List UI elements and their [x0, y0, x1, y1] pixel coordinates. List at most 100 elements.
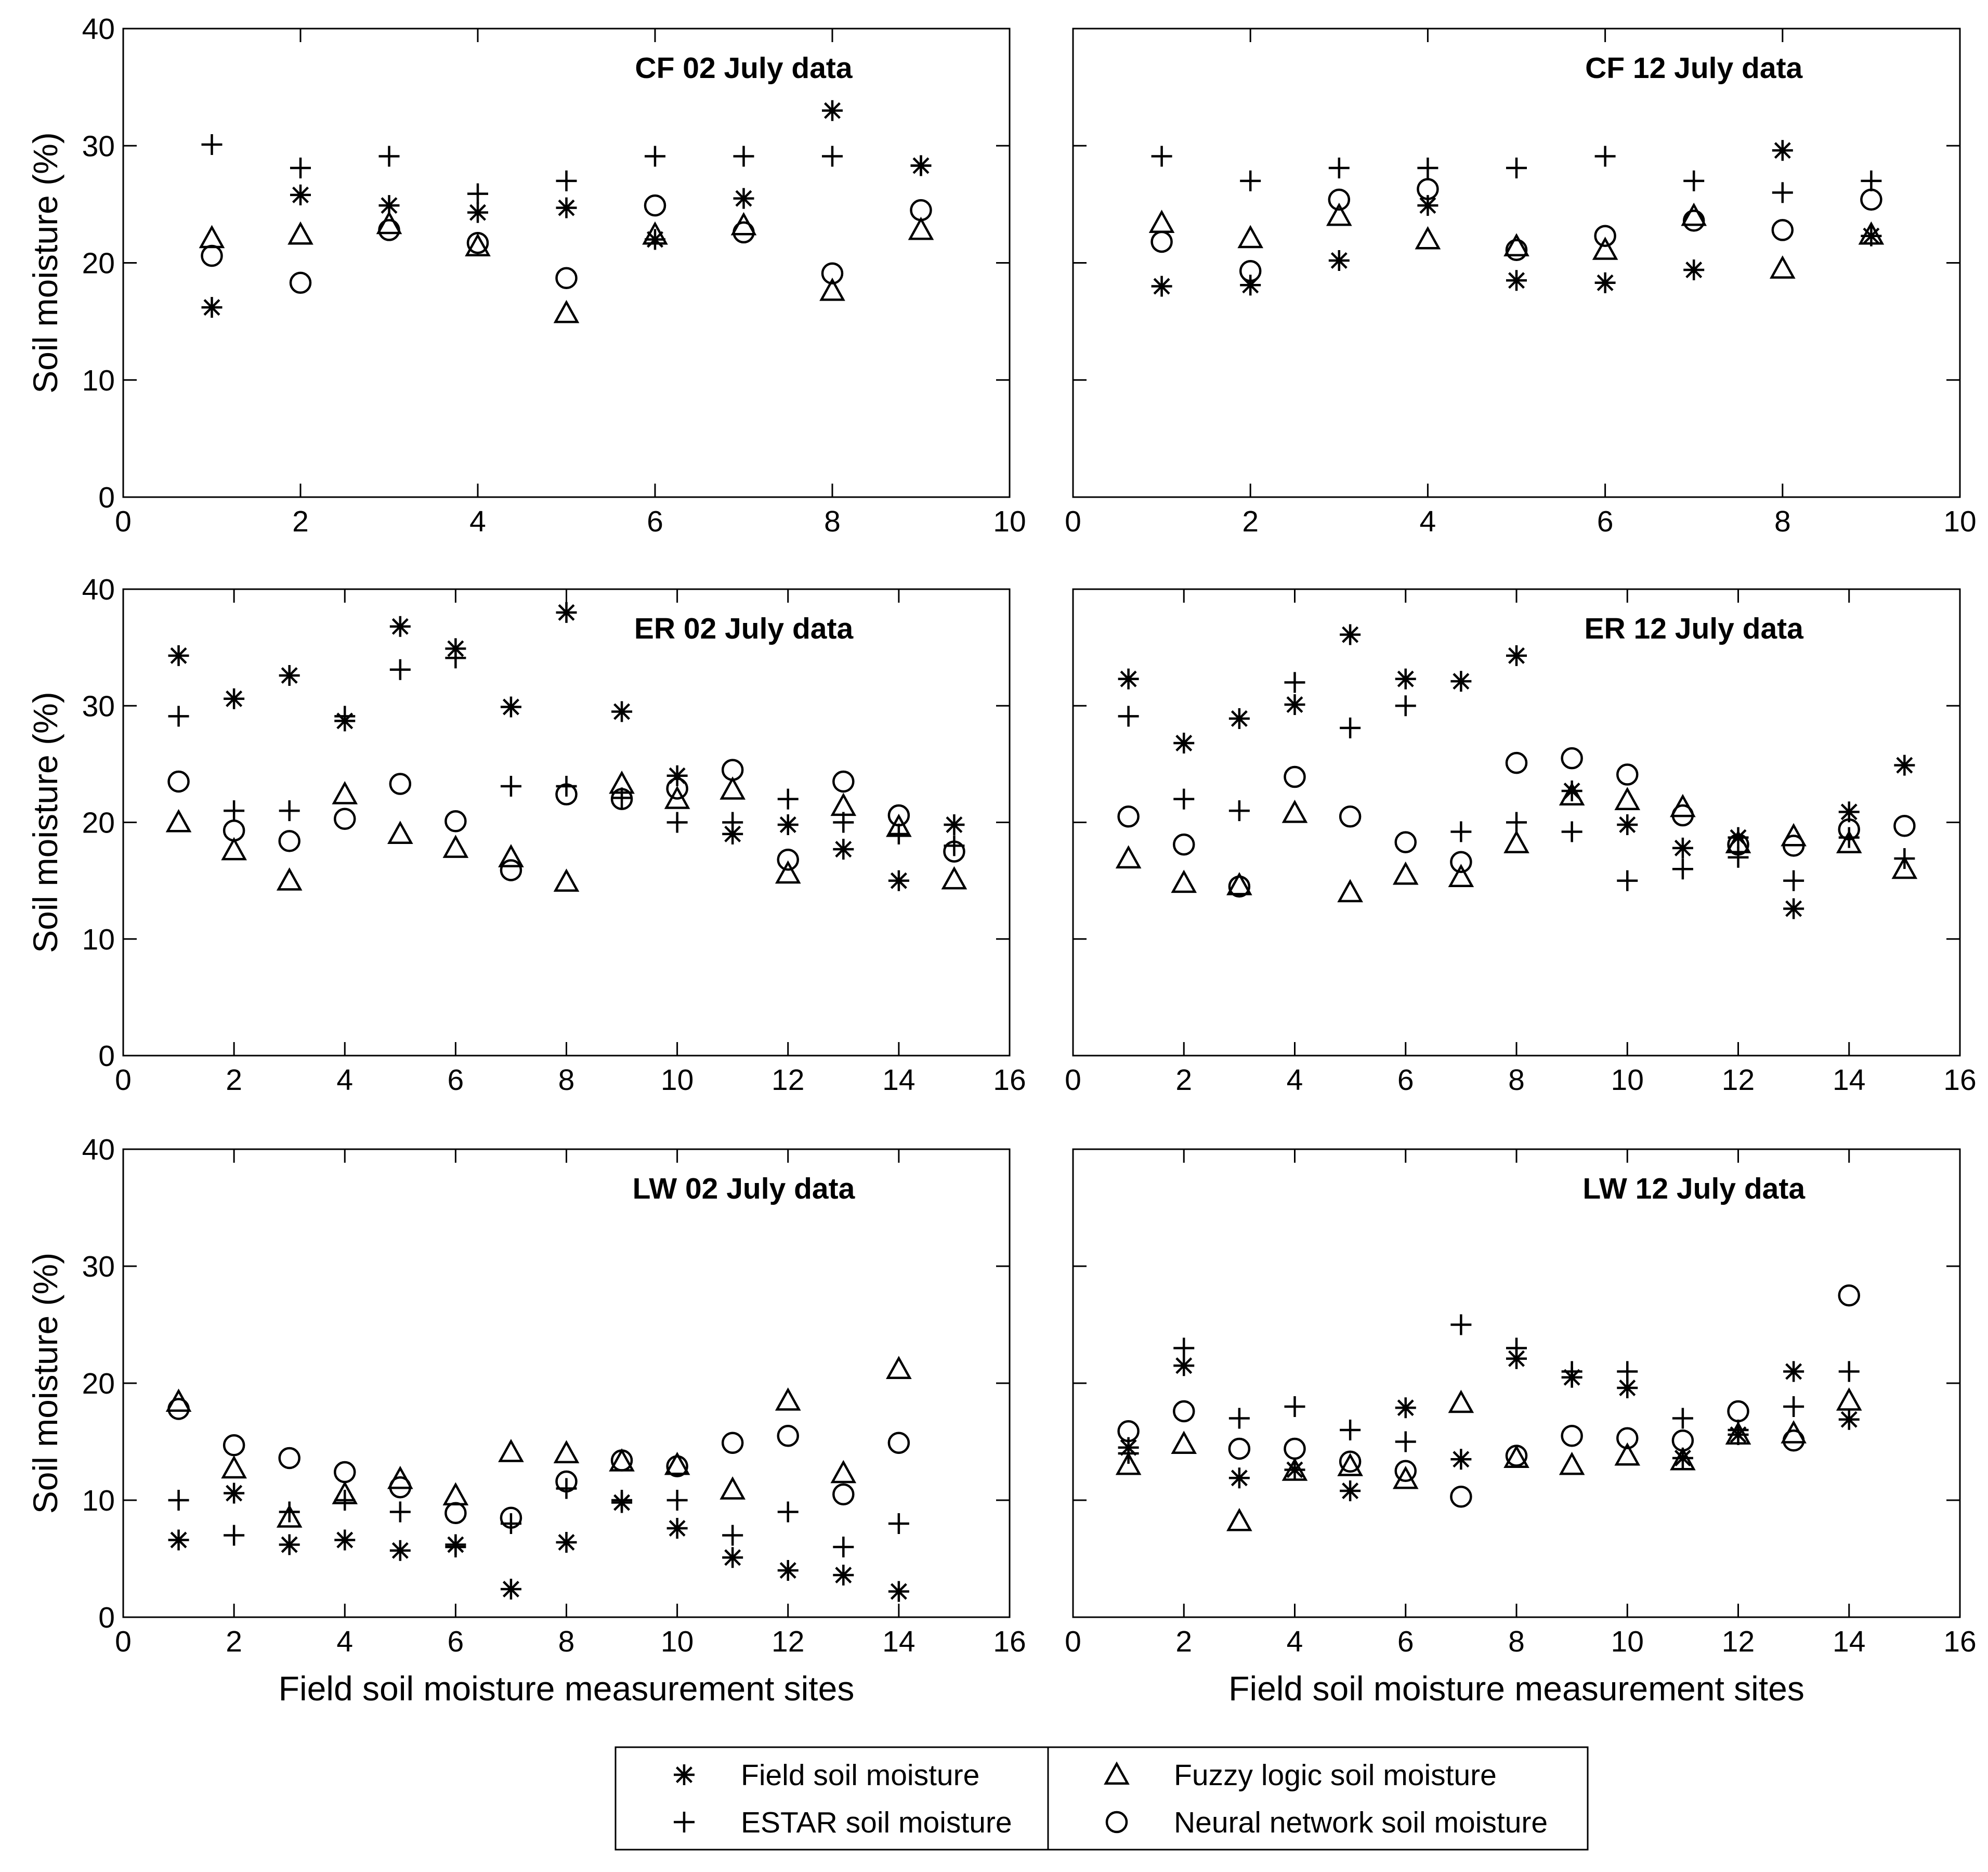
- fuzzy-point: [819, 277, 845, 301]
- estar-point: [201, 134, 223, 155]
- neural-point: [167, 1398, 190, 1420]
- x-tick-label: 4: [336, 1625, 353, 1658]
- neural-point: [444, 810, 467, 833]
- panel: 0 2 4 6 8 10 12 14 16 0 10 20 30 40 LW 02 July data Soi…: [26, 1133, 1026, 1708]
- field-point: [1617, 1377, 1638, 1398]
- x-tick-label: 14: [882, 1625, 915, 1658]
- x-tick-label: 16: [1943, 1625, 1976, 1658]
- estar-point: [1340, 717, 1361, 738]
- field-point: [666, 1518, 688, 1539]
- estar-point: [1151, 146, 1172, 167]
- legend-field-marker: [674, 1764, 695, 1785]
- estar-point: [1894, 848, 1915, 869]
- field-point: [1228, 1467, 1250, 1489]
- estar-point: [556, 1478, 577, 1499]
- fuzzy-point: [775, 860, 801, 884]
- estar-point: [666, 812, 688, 833]
- estar-point: [556, 170, 577, 191]
- field-point: [1417, 195, 1438, 216]
- neural-point: [201, 244, 223, 267]
- legend-fuzzy-label: Fuzzy logic soil moisture: [1174, 1759, 1497, 1792]
- x-axis-label: Field soil moisture measurement sites: [279, 1669, 855, 1708]
- field-point: [1772, 140, 1793, 161]
- panel: 0 2 4 6 8 10 12 14 16 LW 12 July data Field soil m…: [1065, 1148, 1977, 1708]
- x-tick-label: 12: [1722, 1063, 1755, 1097]
- field-point: [611, 1492, 633, 1513]
- x-tick-label: 14: [882, 1063, 915, 1097]
- neural-point: [721, 1432, 744, 1454]
- x-tick-label: 6: [448, 1063, 464, 1097]
- field-point: [1450, 1449, 1472, 1470]
- field-point: [1672, 837, 1693, 859]
- x-tick-label: 14: [1833, 1063, 1865, 1097]
- neural-point: [1284, 765, 1306, 788]
- fuzzy-point: [1415, 226, 1441, 250]
- estar-point: [833, 812, 854, 833]
- neural-point: [1339, 1450, 1362, 1473]
- fuzzy-point: [720, 776, 746, 800]
- estar-point: [467, 183, 488, 204]
- fuzzy-point: [287, 221, 313, 245]
- fuzzy-point: [1592, 237, 1618, 260]
- fuzzy-point: [1226, 872, 1252, 895]
- field-point: [389, 616, 411, 637]
- legend-neural-label: Neural network soil moisture: [1174, 1806, 1548, 1839]
- estar-point: [1450, 821, 1472, 842]
- neural-point: [1561, 1425, 1583, 1447]
- field-point: [1450, 671, 1472, 692]
- x-tick-label: 2: [1242, 505, 1259, 538]
- x-tick-label: 6: [647, 505, 663, 538]
- neural-point: [389, 773, 412, 795]
- neural-point: [1893, 814, 1916, 837]
- fuzzy-point: [908, 216, 934, 240]
- fuzzy-point: [498, 844, 524, 867]
- fuzzy-point: [1891, 855, 1918, 879]
- fuzzy-point: [442, 835, 469, 858]
- neural-point: [910, 199, 932, 222]
- neural-point: [832, 770, 855, 793]
- neural-point: [466, 231, 489, 254]
- x-tick-label: 6: [1397, 1063, 1414, 1097]
- field-point: [334, 1529, 356, 1551]
- field-point: [1118, 668, 1139, 690]
- estar-point: [334, 1490, 356, 1511]
- neural-point: [378, 219, 400, 241]
- fuzzy-point: [1115, 1451, 1142, 1475]
- estar-point: [888, 1513, 909, 1534]
- x-tick-label: 8: [1508, 1625, 1525, 1658]
- fuzzy-point: [1559, 1451, 1585, 1475]
- fuzzy-point: [1337, 1453, 1363, 1476]
- field-point: [500, 1579, 521, 1600]
- fuzzy-point: [332, 781, 358, 804]
- field-point: [1284, 1459, 1305, 1480]
- field-point: [279, 665, 300, 686]
- fuzzy-point: [1559, 782, 1585, 805]
- field-point: [556, 1532, 577, 1553]
- neural-point: [1782, 1429, 1805, 1452]
- neural-point: [1117, 805, 1140, 828]
- field-point: [556, 197, 577, 218]
- x-tick-label: 4: [1420, 505, 1436, 538]
- neural-point: [278, 1447, 300, 1470]
- x-tick-label: 2: [1175, 1063, 1192, 1097]
- estar-point: [833, 1537, 854, 1557]
- x-tick-label: 8: [1508, 1063, 1525, 1097]
- field-point: [944, 814, 965, 835]
- fuzzy-point: [1614, 1442, 1641, 1466]
- fuzzy-point: [1337, 879, 1363, 903]
- neural-point: [289, 271, 312, 294]
- x-tick-label: 0: [115, 1625, 132, 1658]
- x-tick-label: 4: [1287, 1063, 1303, 1097]
- estar-point: [500, 775, 521, 797]
- x-tick-label: 8: [1774, 505, 1791, 538]
- x-tick-label: 12: [1722, 1625, 1755, 1658]
- estar-point: [1838, 827, 1860, 848]
- x-tick-label: 10: [661, 1063, 694, 1097]
- estar-point: [1683, 170, 1705, 191]
- field-point: [833, 839, 854, 860]
- fuzzy-point: [553, 868, 580, 892]
- fuzzy-point: [1503, 830, 1529, 853]
- neural-point: [1782, 835, 1805, 857]
- field-point: [1284, 694, 1305, 716]
- estar-point: [1772, 182, 1793, 203]
